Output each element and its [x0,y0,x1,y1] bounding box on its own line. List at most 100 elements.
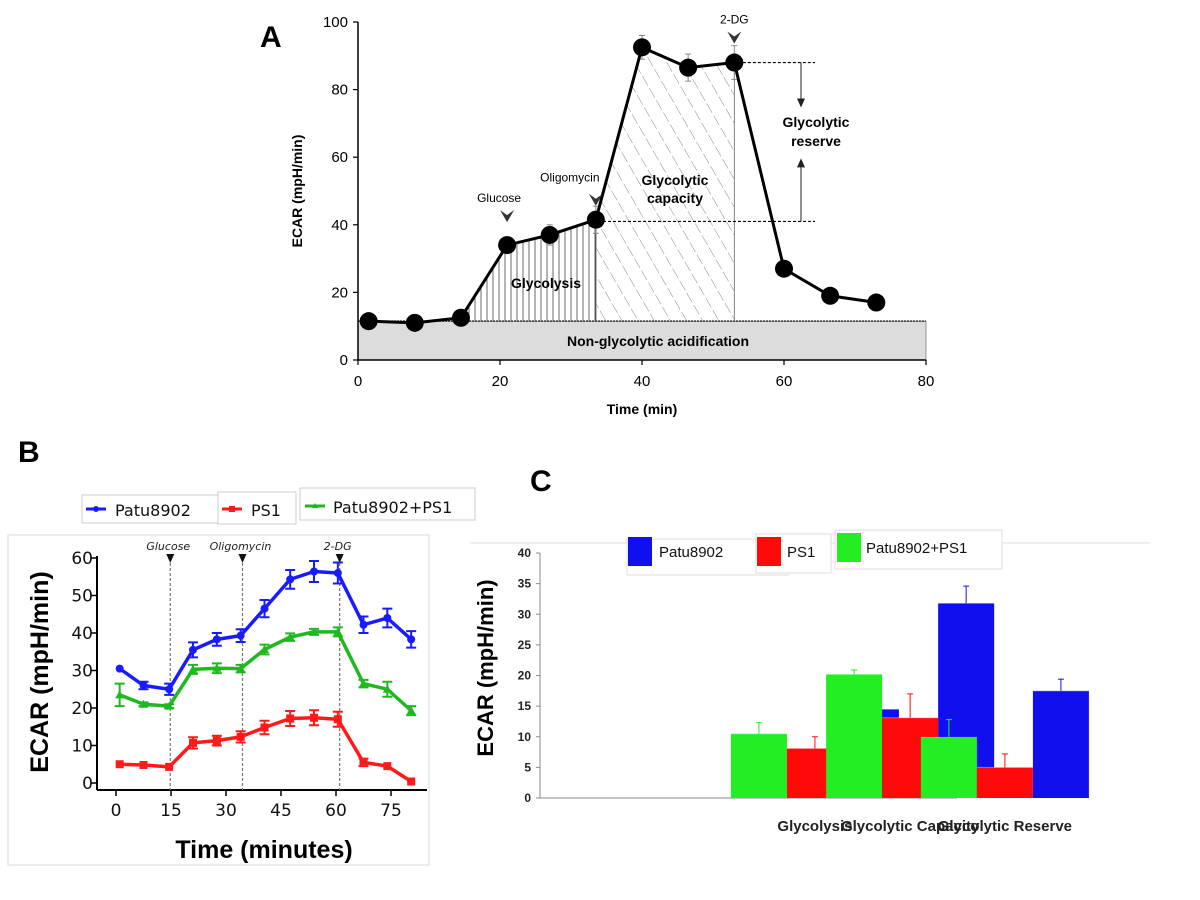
panel-a-y-tick-label: 100 [323,14,348,31]
panel-b-data-point [333,627,343,636]
panel-b-data-point [333,569,342,577]
panel-b-data-point [165,762,174,771]
capacity-label-line1: Glycolytic [642,172,709,188]
arrow-down-icon [797,98,805,108]
panel-c-y-tick-label: 25 [518,638,532,652]
legend-label-ps1: PS1 [251,501,281,520]
panel-c-y-tick-label: 10 [518,730,532,744]
glycolysis-hatch-region [460,219,596,322]
injection-arrow-icon [335,554,344,563]
panel-a-x-tick-label: 40 [634,373,651,390]
panel-b-data-point [212,663,222,672]
panel-a-y-tick-label: 40 [331,217,348,234]
panel-b-x-tick-label: 15 [160,801,182,821]
panel-b-data-point [188,664,198,673]
legend-label-patu8902ps1: Patu8902+PS1 [866,540,967,557]
reserve-label-line2: reserve [791,133,841,149]
panel-b-series-line-patu8902 [118,569,413,691]
panel-b-data-point [359,758,368,767]
panel-b-data-point [310,567,318,576]
glycolysis-label: Glycolysis [511,275,581,291]
panel-b-y-tick-label: 10 [71,737,93,757]
injection-arrow-icon [727,31,742,44]
panel-c-bar [976,767,1033,798]
panel-a-data-point [867,293,886,312]
panel-c-y-tick-label: 15 [518,699,532,713]
panel-b-injection-label: Oligomycin [210,540,272,553]
panel-c-chart: Patu8902 PS1 Patu8902+PS1 0 5 10 15 20 25 30 35 40… [470,529,1150,835]
panel-c-y-axis-label: ECAR (mpH/min) [473,579,498,756]
panel-b-data-point [260,604,269,613]
panel-c-y-tick-label: 5 [524,760,531,774]
panel-b-data-point [115,664,124,673]
panel-b-data-point [212,635,221,644]
panel-b-data-point [236,631,245,640]
panel-a-data-point [775,259,793,278]
panel-c-legend-box [834,529,1003,570]
panel-b-legend: Patu8902 PS1 Patu8902+PS1 [81,487,476,525]
panel-b-data-point [236,664,246,673]
capacity-label-line2: capacity [647,190,703,206]
injection-label-oligomycin: Oligomycin [540,171,599,185]
panel-b-y-tick-label: 30 [71,662,93,682]
panel-b-data-point [189,645,197,654]
legend-marker-icon [93,506,99,512]
panel-b-data-point [383,762,392,771]
injection-arrow-icon [588,193,603,206]
legend-swatch-patu8902ps1 [837,533,861,562]
panel-a-y-tick-label: 0 [340,352,348,369]
panel-b-data-point [164,701,174,710]
panel-b-data-point [165,685,174,694]
panel-b-data-point [406,706,416,715]
panel-b-data-point [383,614,392,622]
injection-arrow-icon [238,554,247,563]
panel-a-data-point [540,225,559,244]
legend-label-ps1: PS1 [787,544,815,561]
panel-a-y-tick-label: 60 [331,149,348,166]
legend-label-patu8902: Patu8902 [115,501,191,520]
panel-b-injection-label: Glucose [146,540,190,553]
legend-label-patu8902ps1: Patu8902+PS1 [333,498,452,517]
legend-swatch-patu8902 [628,537,652,566]
panel-b-y-tick-label: 0 [82,774,93,794]
panel-letter-a: A [260,21,282,54]
panel-b-data-point [260,645,269,653]
panel-b-data-point [309,627,319,636]
panel-b-y-tick-label: 20 [71,699,93,719]
panel-b-data-point [359,679,368,688]
panel-b-x-axis-label: Time (minutes) [175,836,352,864]
panel-b-y-axis-label: ECAR (mpH/min) [26,571,54,772]
panel-c-y-tick-label: 0 [524,791,531,805]
panel-c-category-label: Glycolysis [777,818,852,835]
panel-b-data-point [115,760,124,769]
panel-b-injection-label: 2-DG [324,540,352,553]
panel-b-data-point [407,777,416,786]
panel-c-legend: Patu8902 PS1 Patu8902+PS1 [626,529,1003,576]
panel-b-data-point [115,690,125,699]
panel-c-y-tick-label: 20 [518,669,532,683]
panel-c-y-tick-label: 35 [518,577,532,591]
panel-c-y-tick-label: 30 [518,607,532,621]
arrow-up-icon [797,158,805,168]
injection-arrow-icon [166,554,175,563]
panel-b-data-point [286,575,295,584]
legend-label-patu8902: Patu8902 [659,544,723,561]
panel-a-data-point [451,308,470,327]
panel-a-y-axis-label: ECAR (mpH/min) [289,135,305,248]
panel-b-data-point [139,761,148,769]
panel-b-data-point [359,620,368,629]
panel-b-data-point [285,632,295,641]
panel-a-x-tick-label: 20 [492,373,509,390]
panel-a-data-point [405,313,424,332]
panel-b-x-tick-label: 60 [325,801,347,821]
panel-a-x-tick-label: 60 [776,373,793,390]
panel-a-data-point [633,38,651,57]
panel-b-frame [7,534,430,866]
panel-a-y-tick-label: 20 [331,284,348,301]
panel-c-bar [730,733,787,798]
panel-b-x-tick-label: 0 [111,801,122,821]
panel-b-data-point [236,732,245,741]
panel-b-data-point [189,738,197,747]
panel-c-bar [826,674,883,798]
